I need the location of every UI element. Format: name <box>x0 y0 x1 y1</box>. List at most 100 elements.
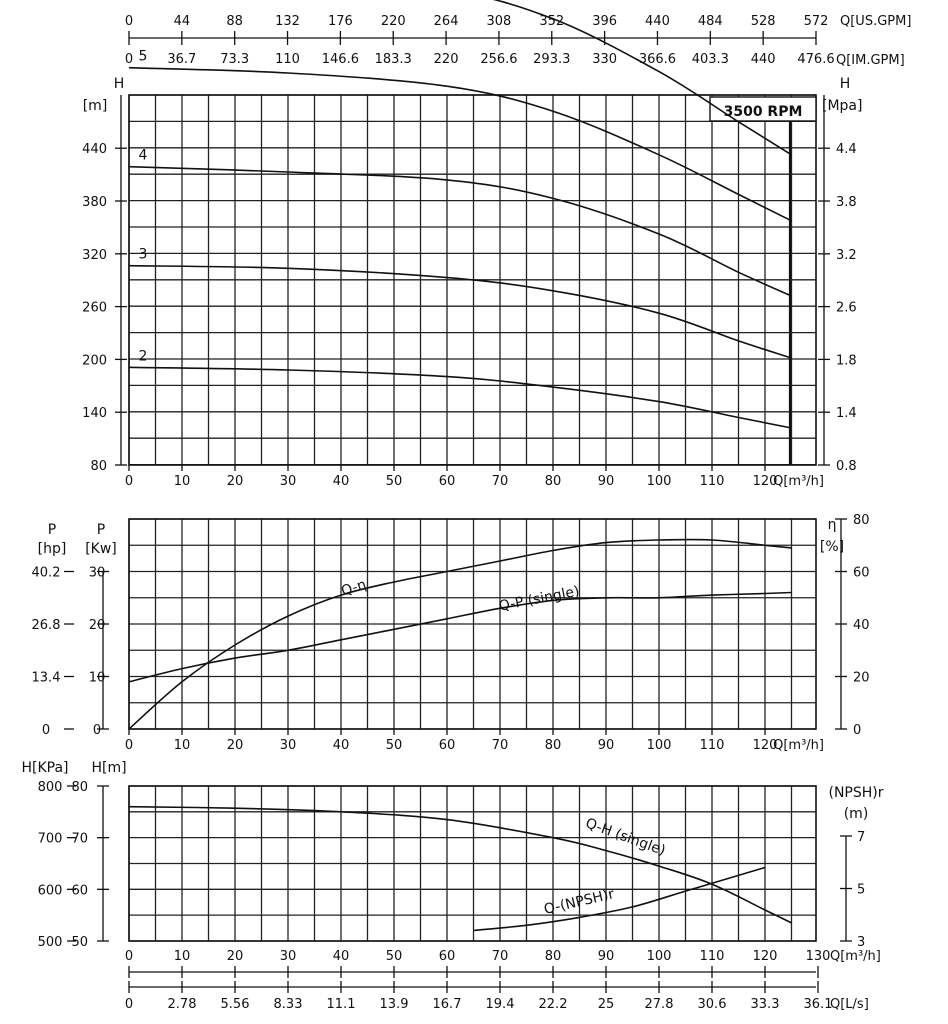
curve-label-stage-3: 3 <box>139 247 148 263</box>
curve-stage-3 <box>128 264 792 359</box>
kpa-axis-label: H[KPa] <box>21 760 68 776</box>
im-gpm-tick-label: 0 <box>125 52 133 67</box>
x-m3h-tick-label: 90 <box>598 949 615 964</box>
x-m3h-tick-label: 130 <box>806 949 831 964</box>
y-axis-label-symbol: H <box>114 76 125 92</box>
x-tick-label: 80 <box>545 474 562 489</box>
plot-frame <box>128 518 817 730</box>
x-tick-label: 90 <box>598 738 615 753</box>
x-ls-tick-label: 30.6 <box>698 997 727 1012</box>
x-ls-tick-label: 13.9 <box>380 997 409 1012</box>
m-axis-label: H[m] <box>91 760 126 776</box>
y-tick-label: 380 <box>82 195 107 210</box>
x-tick-label: 40 <box>333 738 350 753</box>
us-gpm-tick-label: 176 <box>328 14 353 29</box>
us-gpm-tick-label: 132 <box>275 14 300 29</box>
curve-stage-6 <box>492 0 792 156</box>
x-m3h-tick-label: 120 <box>753 949 778 964</box>
us-gpm-tick-label: 220 <box>381 14 406 29</box>
power-efficiency-panel: 0 10 20 30 0 13.4 26.8 40.2 0 20 40 60 80 0 10 20 30 40 50… <box>32 513 870 753</box>
x-ls-axis-label: Q[L/s] <box>830 997 869 1012</box>
head-chart-panel: 801402002603203804400.81.41.82.63.23.84.… <box>82 0 862 489</box>
curve-q <box>128 538 792 730</box>
x-m3h-tick-label: 70 <box>492 949 509 964</box>
rpm-box <box>709 96 817 122</box>
x-m3h-tick-label: 30 <box>280 949 297 964</box>
hp-tick-label: 40.2 <box>32 566 61 581</box>
x-tick-label: 0 <box>125 474 133 489</box>
x-m3h-tick-label: 80 <box>545 949 562 964</box>
hp-axis-label-unit: [hp] <box>38 541 67 557</box>
hp-axis-label-symbol: P <box>48 522 56 538</box>
im-gpm-tick-label: 73.3 <box>220 52 249 67</box>
eff-tick-label: 20 <box>853 671 870 686</box>
x-tick-label: 60 <box>439 738 456 753</box>
npsh-tick-label: 7 <box>857 830 865 845</box>
eff-axis-label-unit: [%] <box>820 539 844 555</box>
kpa-tick-label: 500 <box>38 935 63 950</box>
eff-tick-label: 40 <box>853 618 870 633</box>
npsh-axis-label: (NPSH)r <box>828 785 883 801</box>
y-tick-label: 260 <box>82 301 107 316</box>
x-ls-tick-label: 11.1 <box>327 997 356 1012</box>
x-tick-label: 50 <box>386 738 403 753</box>
x-m3h-tick-label: 0 <box>125 949 133 964</box>
y-right-tick-label: 3.2 <box>836 248 857 263</box>
im-gpm-tick-label: 366.6 <box>639 52 676 67</box>
y-right-axis-label-unit: [Mpa] <box>822 98 862 114</box>
x-m3h-tick-label: 40 <box>333 949 350 964</box>
kpa-tick-label: 800 <box>38 780 63 795</box>
kw-tick-label: 30 <box>89 566 106 581</box>
im-gpm-axis-label: Q[IM.GPM] <box>836 53 905 68</box>
x-ls-tick-label: 25 <box>598 997 615 1012</box>
curve-label-stage-2: 2 <box>139 348 148 364</box>
npsh-tick-label: 5 <box>857 883 865 898</box>
us-gpm-tick-label: 352 <box>539 14 564 29</box>
us-gpm-tick-label: 528 <box>751 14 776 29</box>
us-gpm-tick-label: 88 <box>226 14 243 29</box>
us-gpm-tick-label: 44 <box>174 14 191 29</box>
x-ls-tick-label: 27.8 <box>645 997 674 1012</box>
im-gpm-tick-label: 293.3 <box>533 52 570 67</box>
y-right-tick-label: 3.8 <box>836 195 857 210</box>
x-tick-label: 20 <box>227 738 244 753</box>
plot-frame <box>128 94 817 466</box>
x-tick-label: 10 <box>174 474 191 489</box>
npsh-tick-label: 3 <box>857 935 865 950</box>
us-gpm-tick-label: 440 <box>645 14 670 29</box>
x-tick-label: 30 <box>280 738 297 753</box>
m-tick-label: 50 <box>71 935 88 950</box>
kw-tick-label: 10 <box>89 671 106 686</box>
x-tick-label: 100 <box>647 738 672 753</box>
curve-label-q: Q-η <box>339 577 368 600</box>
im-gpm-tick-label: 110 <box>275 52 300 67</box>
x-m3h-tick-label: 110 <box>700 949 725 964</box>
m-tick-label: 70 <box>71 832 88 847</box>
x-ls-tick-label: 16.7 <box>433 997 462 1012</box>
y-right-tick-label: 1.8 <box>836 353 857 368</box>
y-tick-label: 440 <box>82 142 107 157</box>
im-gpm-tick-label: 403.3 <box>692 52 729 67</box>
y-tick-label: 200 <box>82 353 107 368</box>
x-ls-tick-label: 0 <box>125 997 133 1012</box>
x-tick-label: 90 <box>598 474 615 489</box>
curve-label-stage-5: 5 <box>139 49 148 65</box>
x-tick-label: 80 <box>545 738 562 753</box>
hp-tick-label: 26.8 <box>32 618 61 633</box>
y-right-axis-label-symbol: H <box>840 76 851 92</box>
hp-tick-label: 0 <box>42 723 50 738</box>
us-gpm-tick-label: 0 <box>125 14 133 29</box>
us-gpm-tick-label: 308 <box>487 14 512 29</box>
m-tick-label: 60 <box>71 883 88 898</box>
y-right-tick-label: 4.4 <box>836 142 857 157</box>
x-tick-label: 110 <box>700 738 725 753</box>
curve-q-p-single <box>128 591 792 683</box>
x-tick-label: 110 <box>700 474 725 489</box>
x-tick-label: 40 <box>333 474 350 489</box>
x-tick-label: 0 <box>125 738 133 753</box>
im-gpm-tick-label: 440 <box>751 52 776 67</box>
x-axis-label: Q[m³/h] <box>773 474 824 489</box>
x-tick-label: 50 <box>386 474 403 489</box>
x-tick-label: 10 <box>174 738 191 753</box>
